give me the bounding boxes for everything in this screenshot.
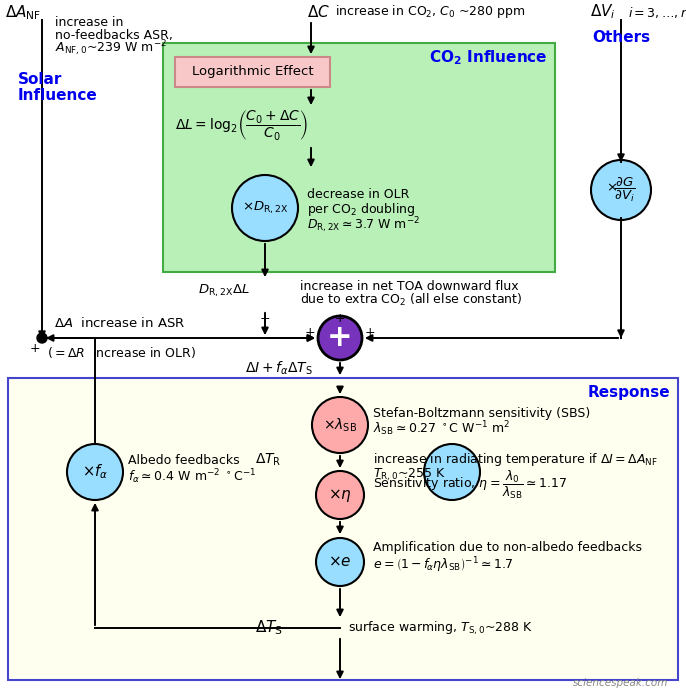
Text: +: +	[335, 311, 345, 324]
Circle shape	[591, 160, 651, 220]
FancyBboxPatch shape	[175, 57, 330, 87]
Text: $(=\Delta R$  increase in OLR): $(=\Delta R$ increase in OLR)	[47, 344, 196, 360]
Text: $\Delta L=\log_2\!\left(\dfrac{C_0+\Delta C}{C_0}\right)$: $\Delta L=\log_2\!\left(\dfrac{C_0+\Delt…	[175, 108, 309, 142]
Text: increase in CO$_2$, $C_0$ ~280 ppm: increase in CO$_2$, $C_0$ ~280 ppm	[335, 3, 525, 21]
Text: $\times e$: $\times e$	[329, 554, 352, 570]
FancyBboxPatch shape	[8, 378, 678, 680]
Text: $e=\left(1-f_{\!\alpha}\eta\lambda_{\mathrm{SB}}\right)^{-1}\simeq1.7$: $e=\left(1-f_{\!\alpha}\eta\lambda_{\mat…	[373, 555, 513, 574]
Text: +: +	[327, 324, 353, 353]
Text: $D_{\mathrm{R,2X}}\simeq3.7\ \mathrm{W\ m}^{-2}$: $D_{\mathrm{R,2X}}\simeq3.7\ \mathrm{W\ …	[307, 215, 420, 235]
Text: +: +	[365, 326, 375, 340]
Circle shape	[318, 316, 362, 360]
Text: $f_\alpha\simeq0.4\ \mathrm{W\ m}^{-2}\ ^\circ\mathrm{C}^{-1}$: $f_\alpha\simeq0.4\ \mathrm{W\ m}^{-2}\ …	[128, 468, 256, 486]
Text: +: +	[30, 342, 40, 355]
Circle shape	[424, 444, 480, 500]
Text: increase in net TOA downward flux: increase in net TOA downward flux	[300, 279, 519, 292]
Text: $\Delta A$  increase in ASR: $\Delta A$ increase in ASR	[54, 316, 185, 330]
FancyBboxPatch shape	[163, 43, 555, 272]
Text: $A_{\mathrm{NF,0}}$~239 W m$^{-2}$: $A_{\mathrm{NF,0}}$~239 W m$^{-2}$	[55, 38, 167, 58]
Text: $\times\lambda_{\mathrm{SB}}$: $\times\lambda_{\mathrm{SB}}$	[323, 416, 357, 434]
Text: +: +	[305, 326, 316, 340]
Text: decrease in OLR: decrease in OLR	[307, 188, 410, 202]
Text: no-feedbacks ASR,: no-feedbacks ASR,	[55, 28, 173, 42]
Text: Stefan-Boltzmann sensitivity (SBS): Stefan-Boltzmann sensitivity (SBS)	[373, 407, 590, 419]
Text: Amplification due to non-albedo feedbacks: Amplification due to non-albedo feedback…	[373, 541, 642, 554]
Text: increase in radiating temperature if $\Delta I=\Delta A_{\mathrm{NF}}$: increase in radiating temperature if $\D…	[373, 452, 658, 468]
Text: Influence: Influence	[18, 89, 97, 103]
Circle shape	[316, 471, 364, 519]
Text: +: +	[260, 311, 270, 324]
Text: Albedo feedbacks: Albedo feedbacks	[128, 453, 239, 466]
Circle shape	[37, 333, 47, 343]
Text: $D_{\mathrm{R,2X}}\Delta L$: $D_{\mathrm{R,2X}}\Delta L$	[198, 283, 250, 299]
Text: Logarithmic Effect: Logarithmic Effect	[191, 66, 314, 78]
Text: surface warming, $T_{\mathrm{S,0}}$~288 K: surface warming, $T_{\mathrm{S,0}}$~288 …	[348, 620, 533, 637]
Text: Solar: Solar	[18, 73, 62, 87]
Text: Sensitivity ratio, $\eta=\dfrac{\lambda_0}{\lambda_{\mathrm{SB}}}\simeq1.17$: Sensitivity ratio, $\eta=\dfrac{\lambda_…	[373, 469, 567, 501]
Text: sciencespeak.com: sciencespeak.com	[573, 678, 668, 688]
Text: $\times\eta$: $\times\eta$	[328, 486, 352, 504]
Text: Others: Others	[592, 30, 650, 46]
Text: $T_{\mathrm{R,0}}$~255 K: $T_{\mathrm{R,0}}$~255 K	[373, 467, 446, 483]
Circle shape	[232, 175, 298, 241]
Circle shape	[67, 444, 123, 500]
Text: per CO$_2$ doubling: per CO$_2$ doubling	[307, 202, 416, 218]
Text: $i=3,\ldots,n$: $i=3,\ldots,n$	[628, 4, 686, 19]
Text: due to extra CO$_2$ (all else constant): due to extra CO$_2$ (all else constant)	[300, 292, 522, 308]
Text: $\times D_{\mathrm{R,2X}}$: $\times D_{\mathrm{R,2X}}$	[241, 200, 288, 216]
Text: $\times f_\alpha$: $\times f_\alpha$	[82, 463, 108, 482]
Text: $\Delta T_{\mathrm{R}}$: $\Delta T_{\mathrm{R}}$	[255, 452, 281, 468]
Text: Response: Response	[587, 385, 670, 401]
Text: $\times\!\dfrac{\partial G}{\partial V_i}$: $\times\!\dfrac{\partial G}{\partial V_i…	[606, 176, 636, 204]
Text: $\lambda_{\mathrm{SB}}\simeq0.27\ ^\circ\mathrm{C}\ \mathrm{W}^{-1}\ \mathrm{m}^: $\lambda_{\mathrm{SB}}\simeq0.27\ ^\circ…	[373, 420, 510, 439]
Text: increase in: increase in	[55, 15, 123, 28]
Text: $\Delta T_{\mathrm{S}}$: $\Delta T_{\mathrm{S}}$	[255, 619, 283, 638]
Text: $\Delta A_{\mathrm{NF}}$: $\Delta A_{\mathrm{NF}}$	[5, 3, 41, 22]
Circle shape	[316, 538, 364, 586]
Text: $\Delta C$: $\Delta C$	[307, 4, 330, 20]
Text: $\Delta I+f_\alpha\Delta T_\mathrm{S}$: $\Delta I+f_\alpha\Delta T_\mathrm{S}$	[245, 359, 313, 377]
Text: $\Delta V_i$: $\Delta V_i$	[590, 3, 616, 21]
Circle shape	[312, 397, 368, 453]
Text: $\mathbf{CO_2}$ Influence: $\mathbf{CO_2}$ Influence	[429, 49, 548, 67]
